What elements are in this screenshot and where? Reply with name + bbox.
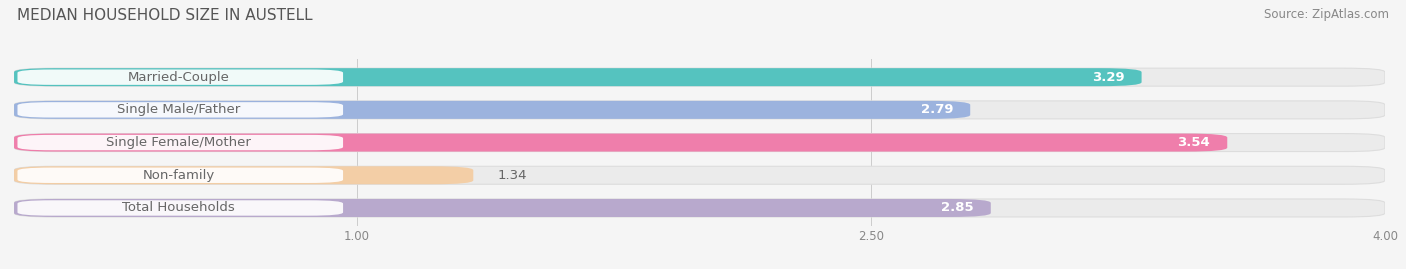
FancyBboxPatch shape xyxy=(14,166,474,184)
FancyBboxPatch shape xyxy=(17,102,343,118)
FancyBboxPatch shape xyxy=(14,199,1385,217)
Text: MEDIAN HOUSEHOLD SIZE IN AUSTELL: MEDIAN HOUSEHOLD SIZE IN AUSTELL xyxy=(17,8,312,23)
Text: 2.85: 2.85 xyxy=(941,201,974,214)
Text: Single Female/Mother: Single Female/Mother xyxy=(105,136,252,149)
Text: 2.79: 2.79 xyxy=(921,103,953,116)
Text: Married-Couple: Married-Couple xyxy=(128,71,229,84)
FancyBboxPatch shape xyxy=(14,134,1227,151)
Text: Source: ZipAtlas.com: Source: ZipAtlas.com xyxy=(1264,8,1389,21)
FancyBboxPatch shape xyxy=(17,69,343,85)
FancyBboxPatch shape xyxy=(14,101,970,119)
FancyBboxPatch shape xyxy=(17,135,343,150)
FancyBboxPatch shape xyxy=(14,166,1385,184)
FancyBboxPatch shape xyxy=(17,200,343,216)
FancyBboxPatch shape xyxy=(14,199,991,217)
FancyBboxPatch shape xyxy=(14,68,1385,86)
FancyBboxPatch shape xyxy=(14,101,1385,119)
Text: 3.54: 3.54 xyxy=(1177,136,1211,149)
Text: Single Male/Father: Single Male/Father xyxy=(117,103,240,116)
FancyBboxPatch shape xyxy=(14,68,1142,86)
Text: 1.34: 1.34 xyxy=(498,169,527,182)
Text: 3.29: 3.29 xyxy=(1092,71,1125,84)
FancyBboxPatch shape xyxy=(17,168,343,183)
FancyBboxPatch shape xyxy=(14,134,1385,151)
Text: Total Households: Total Households xyxy=(122,201,235,214)
Text: Non-family: Non-family xyxy=(142,169,215,182)
